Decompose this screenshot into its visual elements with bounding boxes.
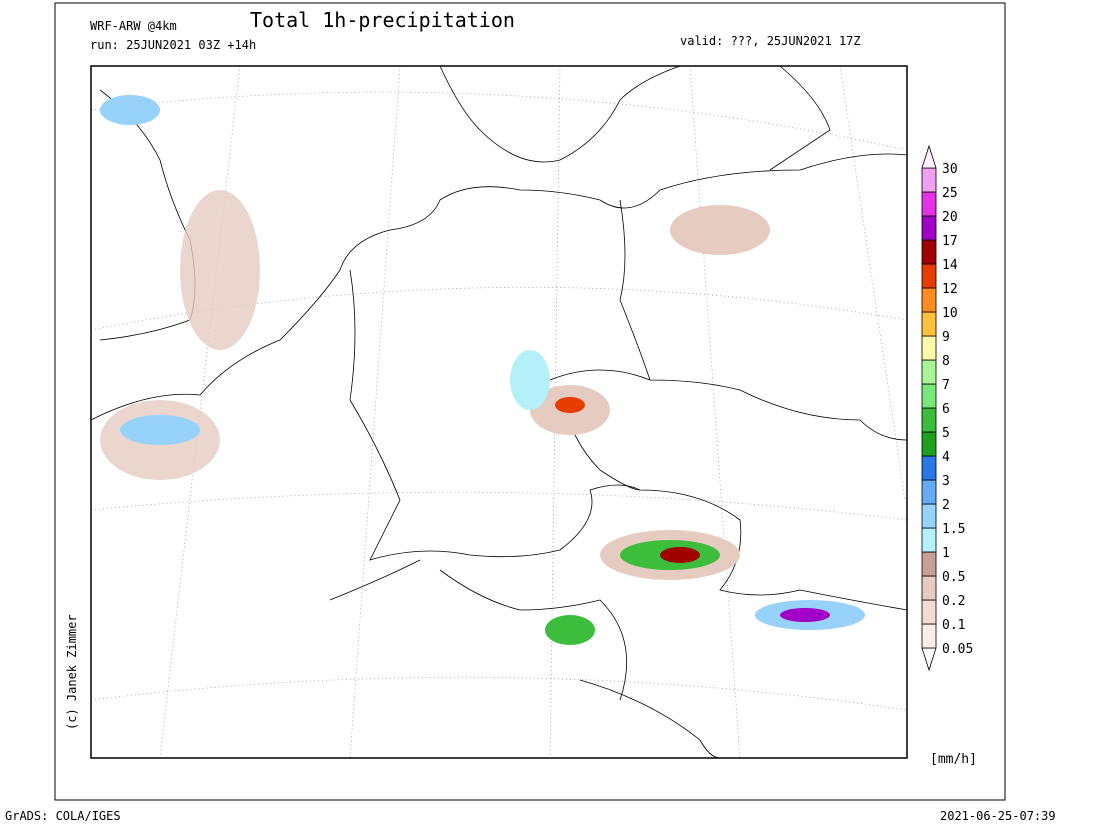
colorbar-label: 12 <box>942 282 958 297</box>
country-border <box>619 199 908 441</box>
coastline <box>769 65 831 171</box>
coastline <box>90 153 908 421</box>
precip-area <box>555 397 585 413</box>
map-frame <box>90 65 908 759</box>
precip-area <box>510 350 550 410</box>
colorbar-label: 5 <box>942 426 950 441</box>
colorbar-label: 7 <box>942 378 950 393</box>
colorbar-label: 14 <box>942 258 958 273</box>
map <box>90 65 908 759</box>
colorbar-box <box>921 479 937 505</box>
precip-area <box>660 547 700 563</box>
colorbar-box <box>921 599 937 625</box>
colorbar-label: 0.1 <box>942 618 965 633</box>
colorbar-label: 10 <box>942 306 958 321</box>
colorbar-label: 0.5 <box>942 570 965 585</box>
precip-area <box>545 615 595 645</box>
precipitation <box>100 95 865 645</box>
country-border <box>329 559 721 759</box>
timestamp: 2021-06-25-07:39 <box>940 809 1056 823</box>
colorbar-low-triangle <box>921 647 937 672</box>
model-label: WRF-ARW @4km <box>90 19 177 33</box>
colorbar-box <box>921 239 937 265</box>
colorbar-box <box>921 551 937 577</box>
colorbar-box <box>921 359 937 385</box>
colorbar-box <box>921 215 937 241</box>
colorbar-label: 1.5 <box>942 522 965 537</box>
colorbar-box <box>921 527 937 553</box>
colorbar-label: 9 <box>942 330 950 345</box>
country-border <box>349 269 908 611</box>
colorbar-label: 2 <box>942 498 950 513</box>
colorbar-label: 30 <box>942 162 958 177</box>
colorbar-label: 17 <box>942 234 958 249</box>
colorbar-box <box>921 431 937 457</box>
colorbar-box <box>921 623 937 649</box>
plot-frame <box>54 2 1006 801</box>
title: Total 1h-precipitation <box>250 8 515 32</box>
colorbar-box <box>921 167 937 193</box>
colorbar-box <box>921 287 937 313</box>
coastline <box>439 65 681 163</box>
colorbar-label: 20 <box>942 210 958 225</box>
software-label: GrADS: COLA/IGES <box>5 809 121 823</box>
colorbar-box <box>921 263 937 289</box>
precip-area <box>670 205 770 255</box>
unit-label: [mm/h] <box>930 752 977 767</box>
colorbar-box <box>921 191 937 217</box>
colorbar-box <box>921 455 937 481</box>
colorbar-label: 6 <box>942 402 950 417</box>
colorbar-high-triangle <box>921 144 937 169</box>
colorbar-label: 4 <box>942 450 950 465</box>
colorbar: 0.05 0.1 0.2 0.5 1 1.5 2 3 4 5 6 7 8 9 10 12 14 17 20 25 30 <box>921 144 973 672</box>
colorbar-label: 1 <box>942 546 950 561</box>
colorbar-box <box>921 575 937 601</box>
colorbar-box <box>921 407 937 433</box>
precip-area <box>100 95 160 125</box>
colorbar-box <box>921 503 937 529</box>
colorbar-label: 0.2 <box>942 594 965 609</box>
precip-area <box>180 190 260 350</box>
precip-area <box>120 415 200 445</box>
colorbar-label: 3 <box>942 474 950 489</box>
precip-area <box>780 608 830 622</box>
colorbar-label: 8 <box>942 354 950 369</box>
run-label: run: 25JUN2021 03Z +14h <box>90 38 256 52</box>
colorbar-box <box>921 311 937 337</box>
valid-label: valid: ???, 25JUN2021 17Z <box>680 34 861 48</box>
colorbar-box <box>921 335 937 361</box>
colorbar-label: 0.05 <box>942 642 973 657</box>
credit: (c) Janek Zimmer <box>65 614 79 730</box>
colorbar-label: 25 <box>942 186 958 201</box>
colorbar-box <box>921 383 937 409</box>
